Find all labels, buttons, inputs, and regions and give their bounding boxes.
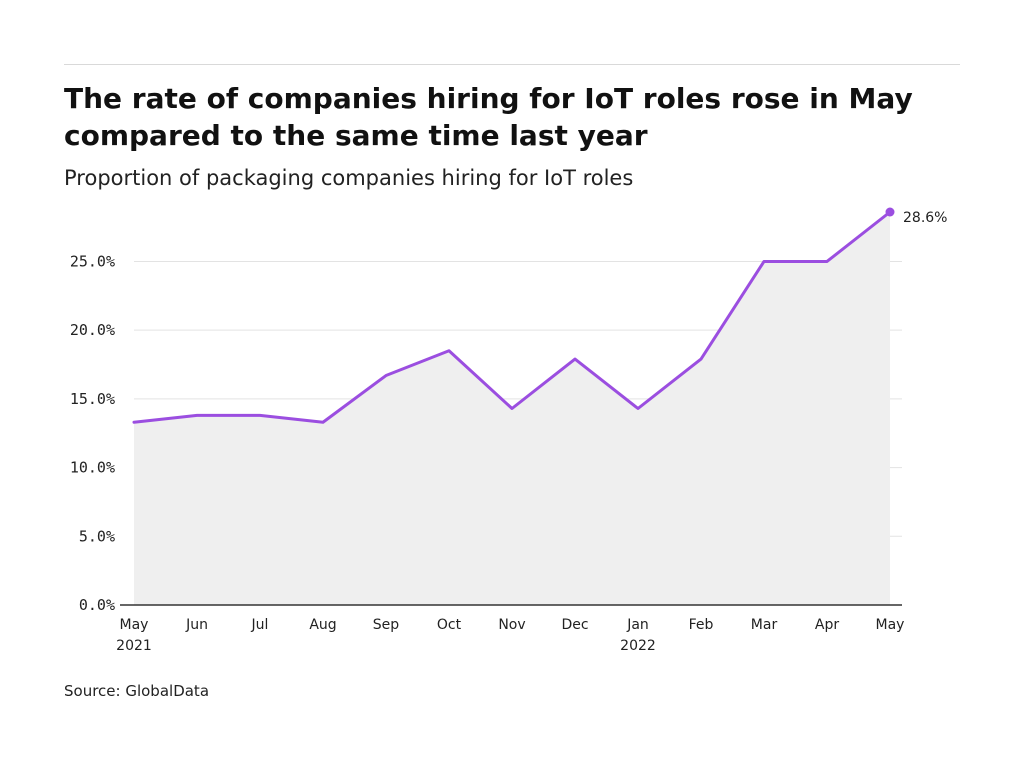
y-tick-label: 0.0% (79, 596, 115, 614)
end-value-label: 28.6% (903, 210, 947, 226)
x-tick-labels: May 2021 Jun Jul Aug Sep Oct Nov Dec Jan 2022 Feb Ma… (116, 617, 904, 654)
chart-title: The rate of companies hiring for IoT rol… (64, 82, 913, 152)
x-tick-label: Jan (626, 617, 649, 633)
x-tick-label: May (876, 617, 905, 633)
x-tick-label: Oct (437, 617, 462, 633)
top-divider (64, 64, 960, 65)
x-tick-year-label: 2021 (116, 638, 152, 654)
x-tick-label: May (120, 617, 149, 633)
x-tick-label: Nov (498, 617, 525, 633)
y-tick-labels: 0.0% 5.0% 10.0% 15.0% 20.0% 25.0% (70, 252, 115, 614)
source-note: Source: GlobalData (64, 682, 210, 700)
x-tick-label: Feb (689, 617, 714, 633)
y-tick-label: 5.0% (79, 527, 115, 545)
series-line (132, 210, 892, 424)
points (885, 207, 895, 217)
y-tick-label: 20.0% (70, 321, 115, 339)
x-tick-year-label: 2022 (620, 638, 656, 654)
x-tick-label: Apr (815, 617, 839, 633)
y-tick-label: 10.0% (70, 459, 115, 477)
x-tick-label: Mar (751, 617, 778, 633)
x-tick-label: Dec (561, 617, 588, 633)
x-tick-label: Sep (373, 617, 400, 633)
x-tick-label: Aug (309, 617, 336, 633)
y-tick-label: 25.0% (70, 252, 115, 270)
end-point (885, 207, 895, 217)
x-tick-label: Jun (185, 617, 208, 633)
y-tick-label: 15.0% (70, 390, 115, 408)
x-tick-label: Jul (251, 617, 269, 633)
chart-subtitle: Proportion of packaging companies hiring… (64, 166, 634, 190)
